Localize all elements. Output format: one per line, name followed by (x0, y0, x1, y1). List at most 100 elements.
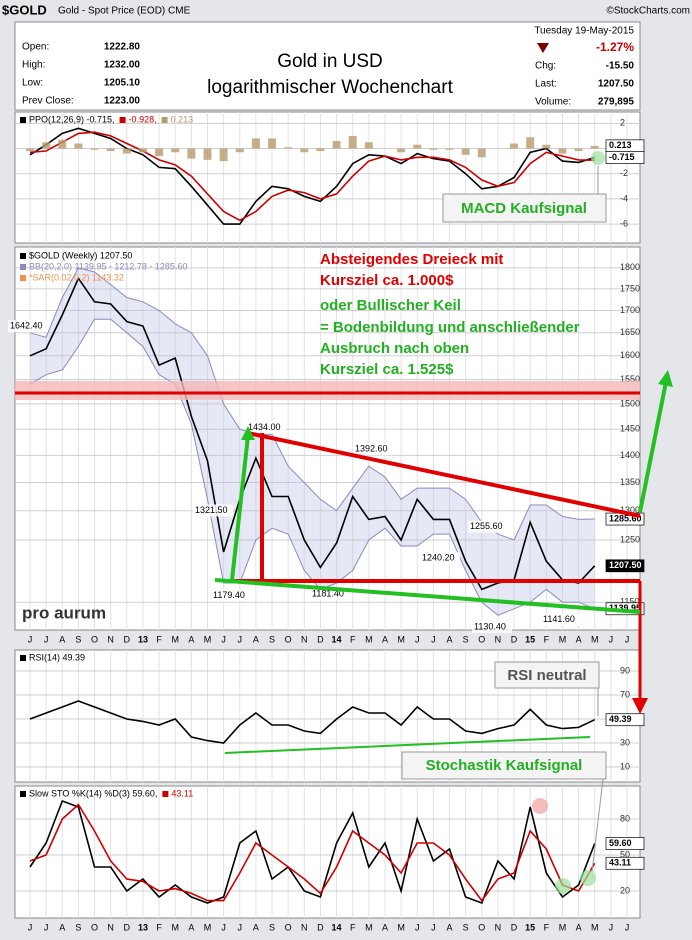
symbol: $GOLD (2, 2, 47, 17)
x-tick-label: N (495, 922, 502, 932)
y-tick-label: 1350 (620, 477, 640, 487)
callout-pointer (591, 778, 604, 873)
arrow-head (241, 426, 255, 440)
y-tick-label: 1400 (620, 450, 640, 460)
x-tick-label: J (609, 922, 614, 932)
histogram-bar (397, 148, 406, 153)
x-tick-label: M (559, 634, 567, 644)
y-tick-label: 1500 (620, 398, 640, 408)
histogram-bar (510, 143, 519, 149)
legend-label: RSI(14) 49.39 (29, 652, 85, 662)
chart-title: logarithmischer Wochenchart (207, 77, 453, 98)
histogram-bar (58, 139, 67, 149)
y-tick-label: 1150 (620, 597, 639, 607)
y-tick-label: 90 (620, 665, 630, 675)
x-tick-label: J (221, 922, 226, 932)
histogram-bar (574, 148, 583, 152)
legend-swatch (20, 253, 26, 259)
x-tick-label: O (285, 922, 292, 932)
end-label-box (605, 151, 645, 164)
annotation: Kursziel ca. 1.000$ (320, 272, 454, 289)
legend-swatch (20, 117, 26, 123)
end-label: 0.213 (609, 140, 632, 150)
y-tick-label: 30 (620, 737, 630, 747)
x-tick-label: M (365, 922, 373, 932)
level-label: 1255.60 (470, 521, 503, 531)
y-tick-label: 10 (620, 761, 630, 771)
callout (494, 661, 600, 689)
x-tick-label: D (124, 634, 131, 644)
x-tick-label: D (511, 922, 518, 932)
chart-title: Gold in USD (277, 51, 383, 72)
x-tick-label: F (350, 634, 356, 644)
stat-label: Low: (22, 78, 43, 89)
arrow-head (658, 370, 673, 387)
annotation: = Bodenbildung und anschließender (320, 319, 580, 336)
legend-swatch (119, 117, 126, 123)
end-label-box (605, 856, 645, 870)
x-tick-label: J (44, 634, 49, 644)
y-tick-label: 20 (620, 885, 630, 895)
triangle-top (247, 431, 641, 518)
stat-value: 1207.50 (598, 79, 635, 90)
histogram-bar (219, 148, 228, 162)
end-label: 1285.60 (609, 513, 642, 523)
stat-label: High: (22, 60, 45, 71)
x-tick-label: A (447, 922, 453, 932)
x-tick-label: J (28, 634, 33, 644)
x-tick-label: M (591, 634, 599, 644)
change-pct: -1.27% (596, 40, 634, 54)
x-tick-label: A (447, 634, 453, 644)
x-tick-label: N (301, 634, 308, 644)
x-tick-label: A (576, 634, 582, 644)
x-tick-label: J (431, 634, 436, 644)
series-line (29, 799, 596, 905)
x-tick-label: F (156, 634, 162, 644)
y-tick-label: 1650 (620, 327, 640, 337)
x-tick-label: D (124, 922, 131, 932)
histogram-bar (138, 148, 147, 153)
x-tick-label: 13 (138, 922, 148, 932)
level-label-box (211, 589, 251, 602)
x-tick-label: 15 (525, 922, 535, 932)
legend-label: BB(20,2.0) 1139.95 - 1212.78 - 1285.60 (29, 261, 187, 271)
annotation: Absteigendes Dreieck mit (320, 251, 503, 268)
legend-label: 0.213 (171, 114, 194, 124)
x-tick-label: D (317, 634, 324, 644)
level-label-box (8, 320, 48, 333)
annotation: Ausbruch nach oben (320, 340, 469, 357)
histogram-bar (477, 148, 486, 158)
logo: pro aurum (22, 603, 106, 622)
x-tick-label: N (495, 634, 502, 644)
annotation: Kursziel ca. 1.525$ (320, 361, 454, 378)
x-tick-label: J (238, 634, 243, 644)
level-label: 1392.60 (355, 444, 388, 454)
stat-value: -15.50 (606, 61, 635, 72)
level-label-box (353, 443, 393, 456)
x-tick-label: 14 (332, 634, 342, 644)
x-tick-label: A (382, 922, 388, 932)
histogram-bar (413, 144, 422, 149)
x-tick-label: J (625, 922, 630, 932)
x-tick-label: M (171, 922, 179, 932)
signal-circle (580, 870, 596, 886)
x-tick-label: O (478, 634, 485, 644)
level-label: 1240.20 (422, 552, 455, 562)
panels: 20 -2 -4 -6 PPO(12,26,9) -0.715, -0.928, 0.213… (8, 111, 645, 932)
stat-label: Volume: (535, 97, 571, 108)
level-label: 1321.50 (195, 505, 228, 515)
y-tick-label: 1750 (620, 283, 640, 293)
level-label: 1434.00 (248, 422, 281, 432)
histogram-bar (155, 148, 164, 157)
arrow-head (632, 698, 648, 714)
y-tick-label: 1550 (620, 374, 640, 384)
level-label: 1642.40 (10, 321, 43, 331)
wedge-bottom (214, 578, 641, 614)
end-label: 1139.95 (609, 603, 641, 613)
callout-text: RSI neutral (507, 667, 586, 684)
x-tick-label: O (91, 922, 98, 932)
series-line (29, 131, 595, 222)
x-tick-label: M (365, 634, 373, 644)
x-tick-label: A (253, 634, 259, 644)
level-label-box (420, 551, 460, 564)
